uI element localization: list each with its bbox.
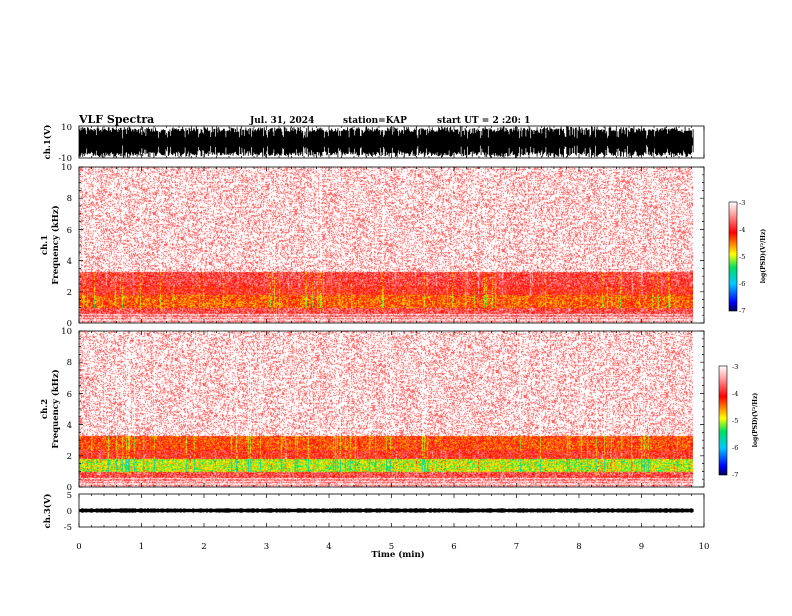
ch2-colorbar-tick-m7: -7: [732, 471, 738, 479]
ch2-spec-ytick-6: 6: [67, 390, 72, 400]
time-tick-label-10: 10: [699, 542, 710, 552]
ch1-spec-ytick-8: 8: [67, 194, 72, 204]
ch1-spectrogram-ylabel-frequency: Frequency (kHz): [50, 205, 61, 284]
ch1-colorbar: -3 -4 -5 -6 -7 log(PSD)(V²/Hz): [728, 199, 767, 315]
time-tick-label-7: 7: [514, 542, 519, 552]
ch1-colorbar-tick-m5: -5: [739, 253, 745, 261]
ch1-waveform-ylabel: ch.1(V): [42, 125, 53, 160]
ch2-colorbar-bar: [718, 365, 728, 476]
time-tick-label-1: 1: [139, 542, 144, 552]
time-tick-label-4: 4: [326, 542, 331, 552]
axis-tick-marks: [78, 126, 705, 527]
header-date: Jul. 31, 2024: [249, 116, 314, 126]
time-axis-tick-labels: 0 1 2 3 4 5 6 7 8 9 10: [76, 542, 709, 552]
time-tick-label-6: 6: [451, 542, 456, 552]
ch1-spec-ytick-10: 10: [61, 163, 72, 173]
ch2-spec-ytick-0: 0: [67, 483, 72, 493]
ch1-spectrogram-yticks: 0 2 4 6 8 10: [61, 163, 72, 329]
time-tick-label-0: 0: [76, 542, 81, 552]
ch2-spec-ytick-4: 4: [67, 421, 72, 431]
header-start-time: start UT = 2 :20: 1: [437, 116, 530, 126]
ch2-colorbar-tick-m5: -5: [732, 417, 738, 425]
ch2-spectrogram-yticks: 0 2 4 6 8 10: [61, 327, 72, 493]
panel-ch2-spectrogram: 0 2 4 6 8 10 ch.2 Frequency (kHz): [40, 327, 705, 493]
ch1-colorbar-tick-m3: -3: [739, 199, 745, 207]
ch1-waveform-line: [79, 126, 694, 158]
time-tick-label-2: 2: [201, 542, 206, 552]
ch2-colorbar-tick-m3: -3: [732, 363, 738, 371]
ch3-waveform-ytick-0: 0: [67, 507, 72, 517]
tick-marks-path: [78, 126, 705, 527]
ch1-colorbar-tick-m4: -4: [739, 226, 745, 234]
ch1-spec-ytick-2: 2: [67, 288, 72, 298]
ch1-waveform-ytick-bottom: -10: [58, 154, 72, 164]
ch3-waveform-ylabel: ch.3(V): [42, 494, 53, 529]
ch1-spec-ytick-6: 6: [67, 226, 72, 236]
ch2-spec-ytick-2: 2: [67, 452, 72, 462]
ch1-spectrogram-ylabel-channel: ch.1: [40, 235, 50, 255]
ch1-spec-ytick-0: 0: [67, 319, 72, 329]
ch1-waveform-ytick-top: 10: [61, 123, 72, 133]
ch3-waveform-line: [79, 508, 694, 513]
ch3-waveform-trace: [79, 508, 694, 513]
ch2-colorbar-tick-m4: -4: [732, 390, 738, 398]
ch1-colorbar-bar: [728, 201, 738, 312]
ch2-spectrogram-image: [79, 331, 693, 487]
ch1-colorbar-tick-m7: -7: [739, 307, 745, 315]
ch2-spec-ytick-8: 8: [67, 358, 72, 368]
ch2-colorbar: -3 -4 -5 -6 -7 log(PSD)(V²/Hz): [718, 363, 759, 479]
panel-ch1-spectrogram: 0 2 4 6 8 10 ch.1 Frequency (kHz): [40, 163, 705, 329]
time-tick-label-5: 5: [389, 542, 394, 552]
ch2-colorbar-label: log(PSD)(V²/Hz): [752, 393, 759, 448]
ch3-waveform-ytick-m5: -5: [64, 523, 72, 533]
figure-title: VLF Spectra: [78, 113, 154, 126]
time-tick-label-9: 9: [639, 542, 644, 552]
ch1-waveform-trace: [79, 126, 694, 158]
time-axis-label: Time (min): [371, 549, 424, 560]
ch2-spectrogram-ylabel-frequency: Frequency (kHz): [50, 369, 61, 448]
ch1-colorbar-tick-m6: -6: [739, 280, 745, 288]
time-tick-label-3: 3: [264, 542, 269, 552]
time-tick-label-8: 8: [576, 542, 581, 552]
ch2-spec-ytick-10: 10: [61, 327, 72, 337]
ch2-spectrogram-ylabel-channel: ch.2: [40, 399, 50, 419]
ch2-colorbar-tick-m6: -6: [732, 444, 738, 452]
ch1-spec-ytick-4: 4: [67, 257, 72, 267]
ch3-waveform-ytick-5: 5: [67, 491, 72, 501]
ch1-colorbar-label: log(PSD)(V²/Hz): [760, 229, 767, 284]
ch1-spectrogram-image: [79, 167, 693, 323]
header-station: station=KAP: [343, 116, 407, 126]
